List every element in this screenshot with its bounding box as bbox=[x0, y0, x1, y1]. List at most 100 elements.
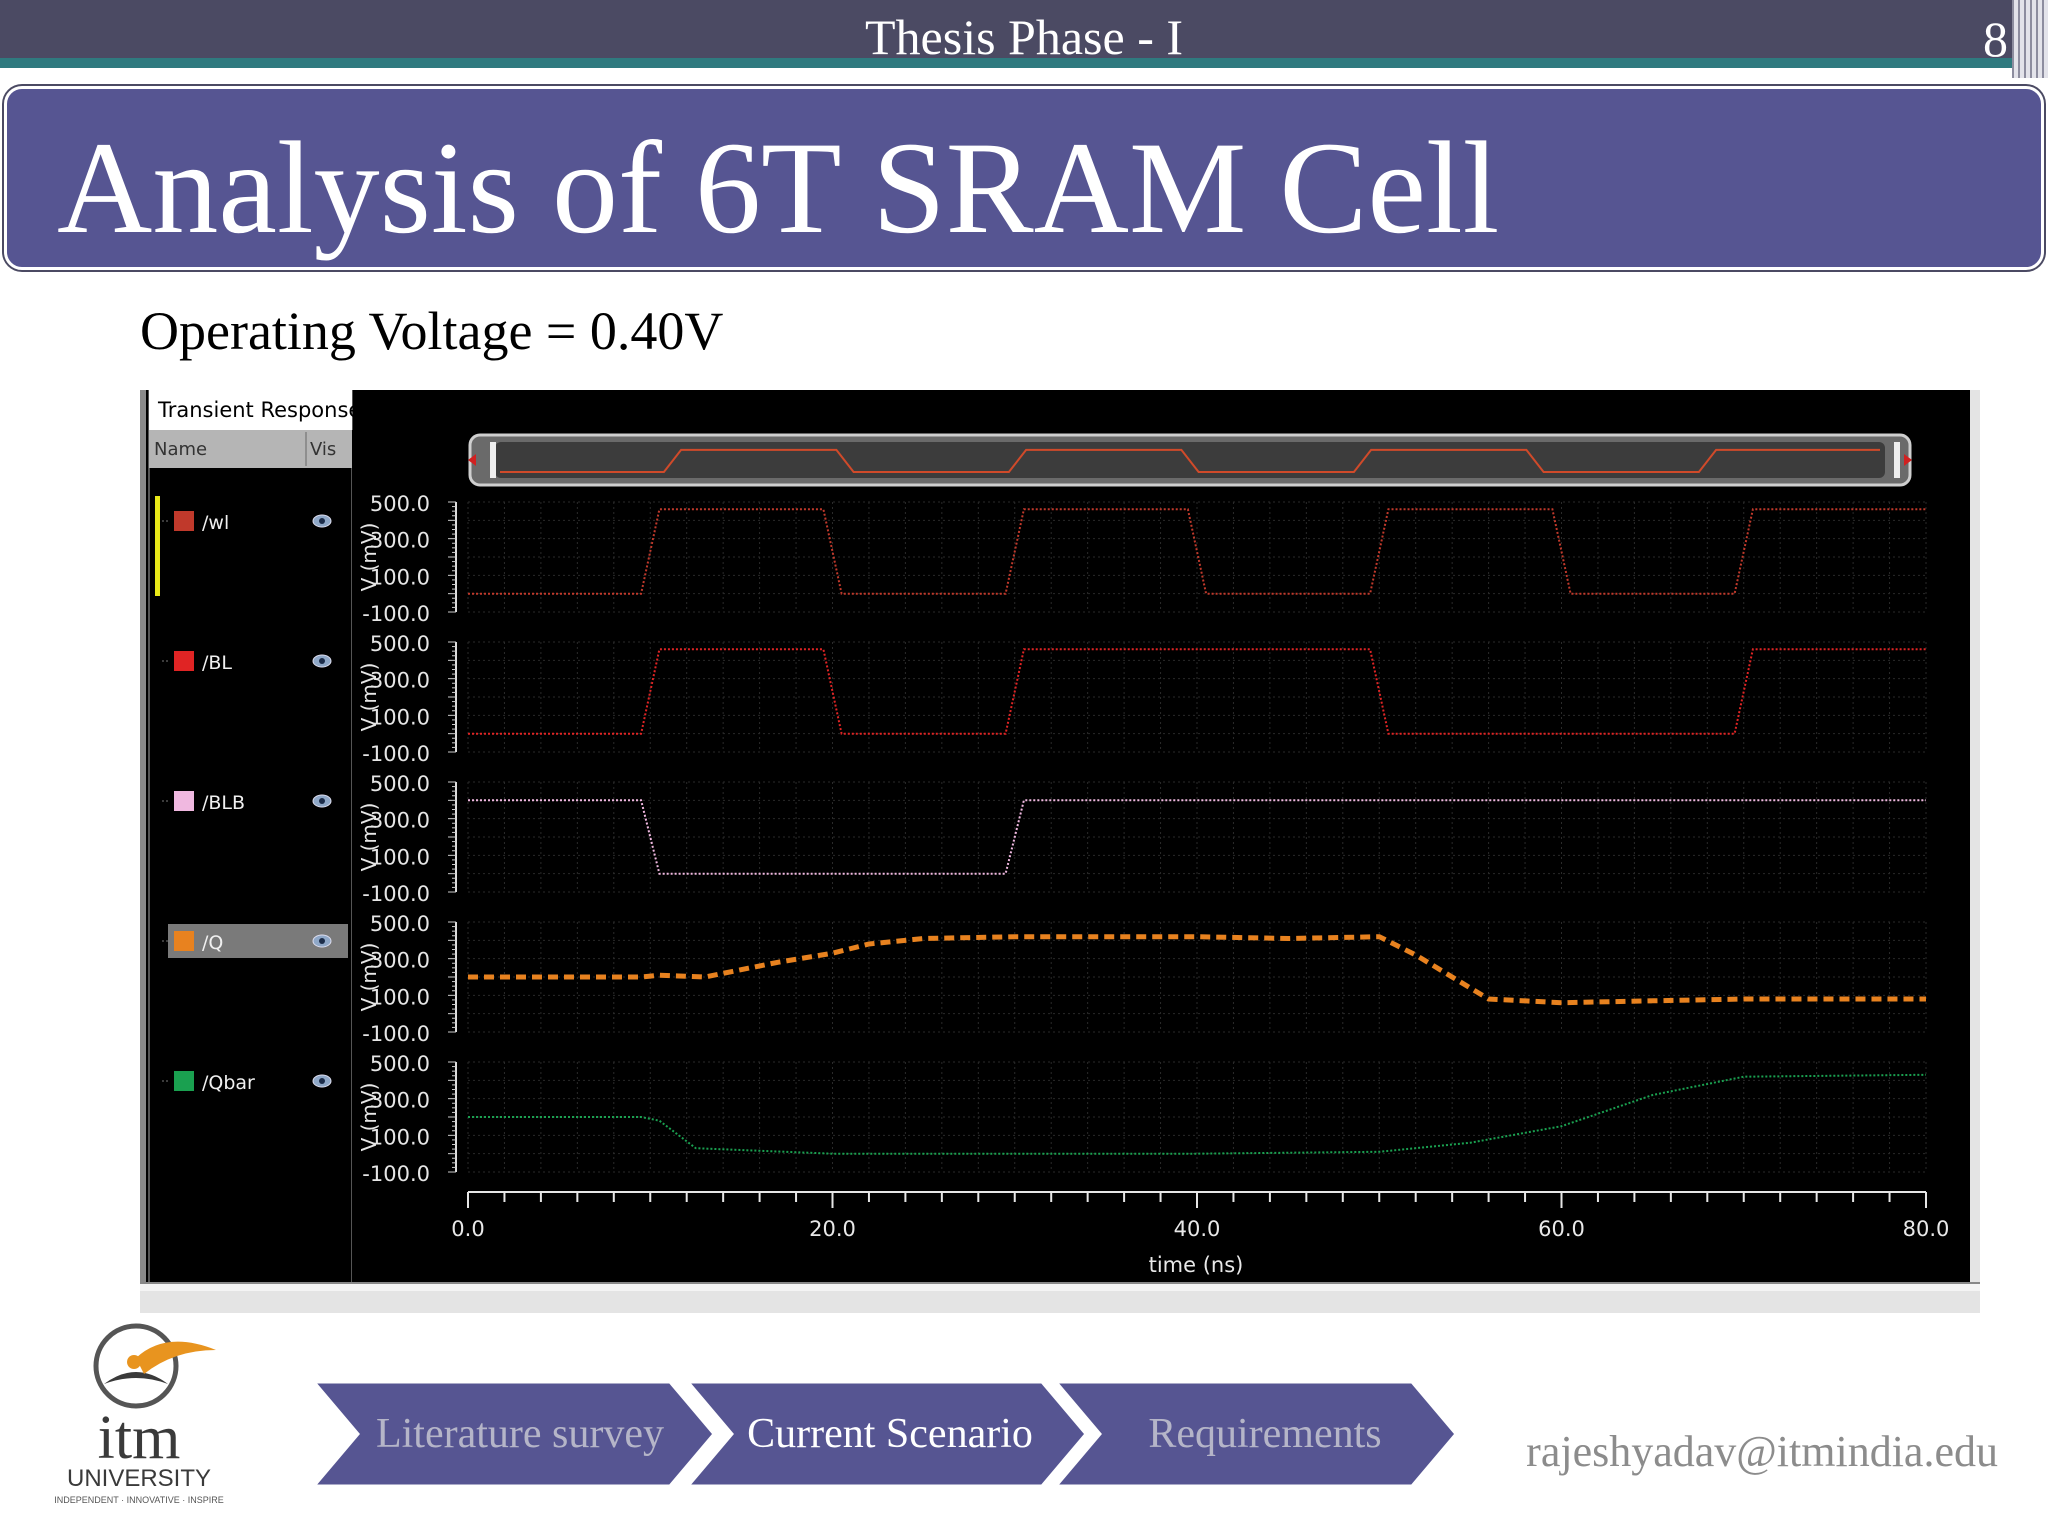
viewer-left-border bbox=[140, 390, 146, 1283]
page-number: 8 bbox=[1983, 11, 2008, 67]
window-title: Transient Response bbox=[157, 398, 361, 422]
top-bar-stripe bbox=[0, 58, 2048, 68]
x-tick-label: 0.0 bbox=[451, 1217, 484, 1241]
x-tick-label: 60.0 bbox=[1538, 1217, 1585, 1241]
y-tick-label: 500.0 bbox=[370, 772, 430, 796]
eye-icon-pupil bbox=[319, 1078, 325, 1084]
signal-name: /wl bbox=[202, 512, 229, 534]
y-axis-label: V (mV) bbox=[357, 523, 381, 592]
logo-dot bbox=[127, 1355, 141, 1369]
y-axis-label: V (mV) bbox=[357, 803, 381, 872]
operating-voltage-text: Operating Voltage = 0.40V bbox=[140, 301, 724, 361]
progress-nav: Literature survey Current Scenario Requi… bbox=[300, 1382, 1480, 1486]
y-tick-label: -100.0 bbox=[362, 1162, 430, 1186]
x-tick-label: 40.0 bbox=[1174, 1217, 1221, 1241]
eye-icon[interactable] bbox=[312, 1074, 332, 1088]
y-tick-label: 500.0 bbox=[370, 492, 430, 516]
slide-top-bar: Thesis Phase - I 8 bbox=[0, 0, 2048, 78]
logo-wave bbox=[104, 1372, 168, 1384]
y-tick-label: 300.0 bbox=[370, 1089, 430, 1113]
time-axis: 0.0 20.0 40.0 60.0 80.0 bbox=[451, 1191, 1950, 1241]
y-tick-label: 500.0 bbox=[370, 912, 430, 936]
logo-wordmark: itm bbox=[98, 1404, 181, 1472]
signal-strips: 500.0 300.0 100.0 -100.0 V (mV) 500.0 300.0 100… bbox=[357, 492, 1927, 1186]
selection-marker bbox=[155, 496, 160, 596]
x-axis-label: time (ns) bbox=[1149, 1253, 1244, 1277]
y-tick-label: -100.0 bbox=[362, 882, 430, 906]
y-axis-label: V (mV) bbox=[357, 943, 381, 1012]
strip-wl: 500.0 300.0 100.0 -100.0 V (mV) bbox=[357, 492, 1927, 626]
nav-current-scenario[interactable]: Current Scenario bbox=[747, 1411, 1033, 1457]
author-email: rajeshyadav@itmindia.edu bbox=[1526, 1427, 1998, 1476]
signal-name: /Q bbox=[202, 932, 223, 954]
eye-icon-pupil bbox=[319, 938, 325, 944]
strip-q: 500.0 300.0 100.0 -100.0 V (mV) bbox=[357, 912, 1927, 1046]
signal-name: /BLB bbox=[202, 792, 245, 814]
signal-color-swatch bbox=[174, 791, 194, 811]
series-line-bl bbox=[468, 648, 1926, 735]
series-line-blb bbox=[468, 799, 1926, 875]
signal-name: /BL bbox=[202, 652, 232, 674]
decorative-lines bbox=[2012, 0, 2048, 78]
waveform-viewer: Transient Response Name Vis /wl/BL/BLB/Q… bbox=[140, 390, 1980, 1313]
transient-response-chart: Transient Response Name Vis /wl/BL/BLB/Q… bbox=[140, 390, 1980, 1313]
column-name-header: Name bbox=[154, 439, 207, 460]
overview-trace bbox=[500, 448, 1880, 473]
overview-left-handle[interactable] bbox=[490, 442, 496, 478]
signal-color-swatch bbox=[174, 1071, 194, 1091]
column-vis-header: Vis bbox=[310, 439, 336, 460]
eye-icon[interactable] bbox=[312, 514, 332, 528]
nav-requirements[interactable]: Requirements bbox=[1148, 1411, 1382, 1457]
eye-icon[interactable] bbox=[312, 934, 332, 948]
signal-list-header bbox=[149, 430, 352, 468]
slide-title: Analysis of 6T SRAM Cell bbox=[57, 114, 1500, 261]
strip-qbar: 500.0 300.0 100.0 -100.0 V (mV) bbox=[357, 1052, 1927, 1186]
signal-color-swatch bbox=[174, 931, 194, 951]
eye-icon[interactable] bbox=[312, 654, 332, 668]
scroll-right-arrow-icon[interactable] bbox=[1904, 454, 1912, 466]
y-tick-label: 100.0 bbox=[370, 565, 430, 589]
itm-university-logo: itm UNIVERSITY INDEPENDENT · INNOVATIVE … bbox=[44, 1310, 234, 1510]
y-tick-label: 300.0 bbox=[370, 529, 430, 553]
title-banner: Analysis of 6T SRAM Cell bbox=[4, 86, 2044, 270]
x-tick-label: 20.0 bbox=[809, 1217, 856, 1241]
signal-color-swatch bbox=[174, 511, 194, 531]
window-title-bar bbox=[149, 390, 352, 430]
y-tick-label: 300.0 bbox=[370, 949, 430, 973]
y-tick-label: 100.0 bbox=[370, 1125, 430, 1149]
signal-name: /Qbar bbox=[202, 1072, 255, 1094]
series-line-wl bbox=[468, 508, 1926, 595]
nav-arrow-shape-3 bbox=[1054, 1382, 1458, 1486]
logo-tagline: INDEPENDENT · INNOVATIVE · INSPIRE bbox=[54, 1495, 224, 1505]
logo-wing bbox=[136, 1341, 216, 1374]
y-axis-label: V (mV) bbox=[357, 1083, 381, 1152]
y-tick-label: 500.0 bbox=[370, 1052, 430, 1076]
y-tick-label: -100.0 bbox=[362, 602, 430, 626]
y-tick-label: 300.0 bbox=[370, 809, 430, 833]
logo-university: UNIVERSITY bbox=[67, 1465, 211, 1492]
nav-arrow-shape-2 bbox=[686, 1382, 1088, 1486]
y-tick-label: -100.0 bbox=[362, 742, 430, 766]
nav-literature-survey[interactable]: Literature survey bbox=[375, 1411, 665, 1457]
y-tick-label: 100.0 bbox=[370, 705, 430, 729]
signal-color-swatch bbox=[174, 651, 194, 671]
overview-right-handle[interactable] bbox=[1894, 442, 1900, 478]
strip-bl: 500.0 300.0 100.0 -100.0 V (mV) bbox=[357, 632, 1927, 766]
eye-icon-pupil bbox=[319, 798, 325, 804]
logo-ring bbox=[93, 1323, 179, 1409]
eye-icon-pupil bbox=[319, 658, 325, 664]
y-tick-label: 100.0 bbox=[370, 985, 430, 1009]
y-tick-label: 300.0 bbox=[370, 669, 430, 693]
eye-icon[interactable] bbox=[312, 794, 332, 808]
signal-rows: /wl/BL/BLB/Q/Qbar bbox=[162, 511, 348, 1094]
logo-emblem: itm UNIVERSITY INDEPENDENT · INNOVATIVE … bbox=[54, 1323, 224, 1505]
y-tick-label: 100.0 bbox=[370, 845, 430, 869]
nav-arrow-shapes bbox=[312, 1382, 1458, 1486]
nav-arrow-shape-1 bbox=[312, 1382, 716, 1486]
strip-blb: 500.0 300.0 100.0 -100.0 V (mV) bbox=[357, 772, 1927, 906]
y-tick-label: 500.0 bbox=[370, 632, 430, 656]
x-tick-label: 80.0 bbox=[1903, 1217, 1950, 1241]
eye-icon-pupil bbox=[319, 518, 325, 524]
slide-header-title: Thesis Phase - I bbox=[865, 9, 1183, 65]
scroll-left-arrow-icon[interactable] bbox=[468, 454, 476, 466]
